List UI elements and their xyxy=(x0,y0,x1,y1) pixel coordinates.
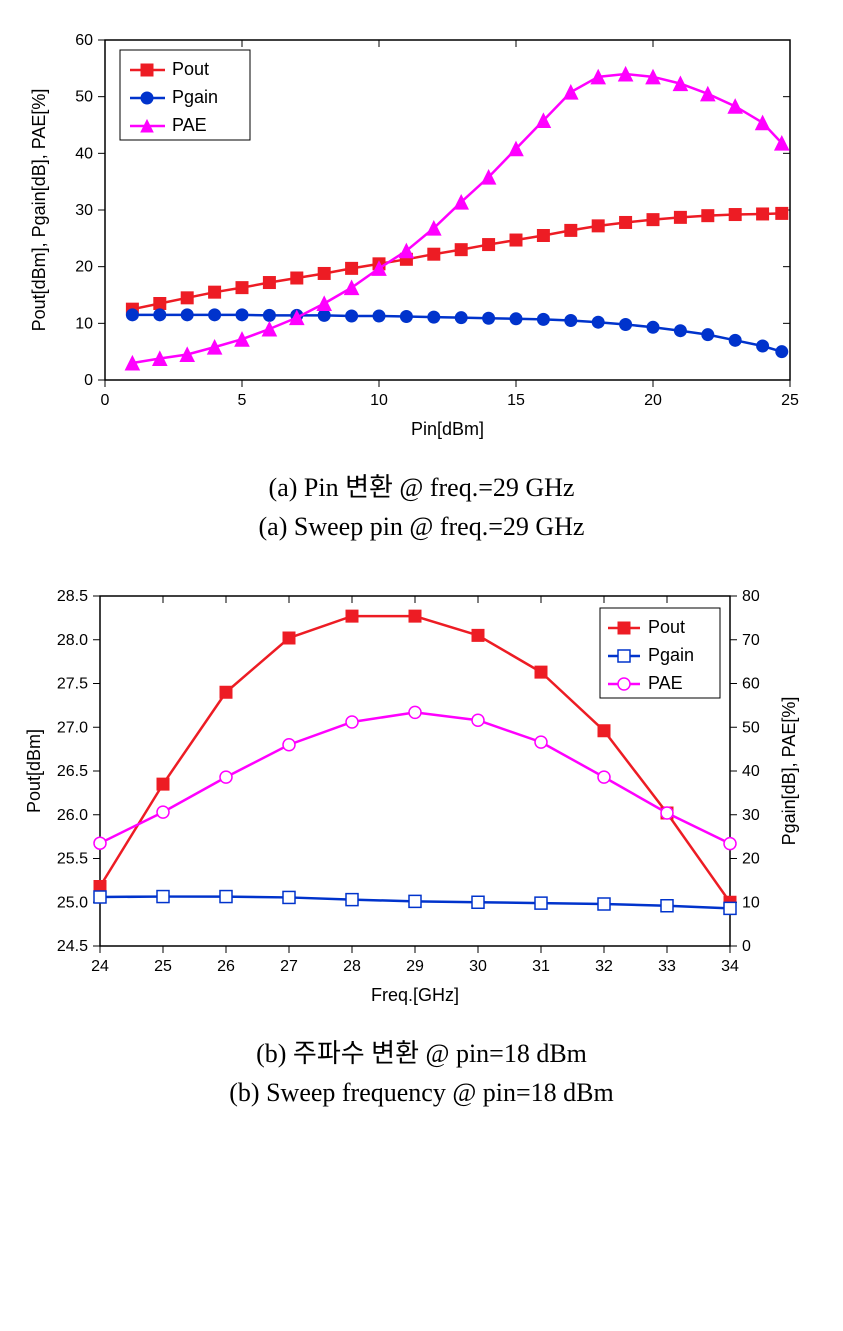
svg-text:10: 10 xyxy=(742,894,760,911)
svg-text:32: 32 xyxy=(595,958,613,975)
svg-text:Pgain[dB], PAE[%]: Pgain[dB], PAE[%] xyxy=(779,697,799,846)
svg-text:Freq.[GHz]: Freq.[GHz] xyxy=(371,985,459,1005)
svg-text:0: 0 xyxy=(742,938,751,955)
svg-text:29: 29 xyxy=(406,958,424,975)
svg-text:20: 20 xyxy=(742,851,760,868)
svg-text:40: 40 xyxy=(742,763,760,780)
caption-b: (b) 주파수 변환 @ pin=18 dBm (b) Sweep freque… xyxy=(10,1026,833,1132)
chart-b-svg: 24 25 26 27 28 29 30 31 32 33 34 24.5 25.0 25.5 26.0 26… xyxy=(10,566,833,1026)
caption-a: (a) Pin 변환 @ freq.=29 GHz (a) Sweep pin … xyxy=(10,460,833,566)
svg-text:70: 70 xyxy=(742,632,760,649)
svg-text:25: 25 xyxy=(154,958,172,975)
svg-text:28.0: 28.0 xyxy=(57,632,88,649)
svg-text:26: 26 xyxy=(217,958,235,975)
svg-text:25.5: 25.5 xyxy=(57,851,88,868)
svg-text:34: 34 xyxy=(721,958,739,975)
svg-text:30: 30 xyxy=(469,958,487,975)
svg-text:26.5: 26.5 xyxy=(57,763,88,780)
svg-text:27.5: 27.5 xyxy=(57,676,88,693)
svg-text:25.0: 25.0 xyxy=(57,894,88,911)
svg-text:Pout: Pout xyxy=(172,59,209,79)
caption-a-line1: (a) Pin 변환 @ freq.=29 GHz xyxy=(10,468,833,507)
svg-text:15: 15 xyxy=(507,392,525,409)
svg-text:40: 40 xyxy=(75,145,93,162)
svg-text:28.5: 28.5 xyxy=(57,588,88,605)
svg-text:30: 30 xyxy=(75,202,93,219)
svg-text:0: 0 xyxy=(84,372,93,389)
svg-text:Pout: Pout xyxy=(648,617,685,637)
svg-text:24: 24 xyxy=(91,958,109,975)
svg-text:5: 5 xyxy=(238,392,247,409)
svg-text:0: 0 xyxy=(101,392,110,409)
chart-a: 0 5 10 15 20 25 0 10 20 30 40 50 60 Pin[dBm] Pout[dBm]… xyxy=(10,10,833,460)
svg-text:PAE: PAE xyxy=(648,673,683,693)
svg-text:33: 33 xyxy=(658,958,676,975)
svg-text:Pgain: Pgain xyxy=(648,645,694,665)
svg-text:80: 80 xyxy=(742,588,760,605)
chart-a-svg: 0 5 10 15 20 25 0 10 20 30 40 50 60 Pin[dBm] Pout[dBm]… xyxy=(10,10,833,460)
svg-text:50: 50 xyxy=(75,89,93,106)
svg-text:24.5: 24.5 xyxy=(57,938,88,955)
svg-text:31: 31 xyxy=(532,958,550,975)
svg-text:26.0: 26.0 xyxy=(57,807,88,824)
svg-text:50: 50 xyxy=(742,719,760,736)
svg-text:60: 60 xyxy=(75,32,93,49)
svg-text:20: 20 xyxy=(75,259,93,276)
svg-text:Pout[dBm], Pgain[dB], PAE[%]: Pout[dBm], Pgain[dB], PAE[%] xyxy=(29,89,49,332)
svg-text:PAE: PAE xyxy=(172,115,207,135)
svg-text:60: 60 xyxy=(742,676,760,693)
svg-text:10: 10 xyxy=(370,392,388,409)
svg-text:Pout[dBm]: Pout[dBm] xyxy=(24,729,44,813)
svg-text:Pgain: Pgain xyxy=(172,87,218,107)
svg-text:30: 30 xyxy=(742,807,760,824)
svg-text:27.0: 27.0 xyxy=(57,719,88,736)
svg-text:10: 10 xyxy=(75,315,93,332)
svg-text:Pin[dBm]: Pin[dBm] xyxy=(411,419,484,439)
chart-b: 24 25 26 27 28 29 30 31 32 33 34 24.5 25.0 25.5 26.0 26… xyxy=(10,566,833,1026)
svg-text:28: 28 xyxy=(343,958,361,975)
caption-a-line2: (a) Sweep pin @ freq.=29 GHz xyxy=(10,507,833,546)
svg-text:27: 27 xyxy=(280,958,298,975)
svg-text:25: 25 xyxy=(781,392,799,409)
caption-b-line1: (b) 주파수 변환 @ pin=18 dBm xyxy=(10,1034,833,1073)
svg-text:20: 20 xyxy=(644,392,662,409)
caption-b-line2: (b) Sweep frequency @ pin=18 dBm xyxy=(10,1073,833,1112)
